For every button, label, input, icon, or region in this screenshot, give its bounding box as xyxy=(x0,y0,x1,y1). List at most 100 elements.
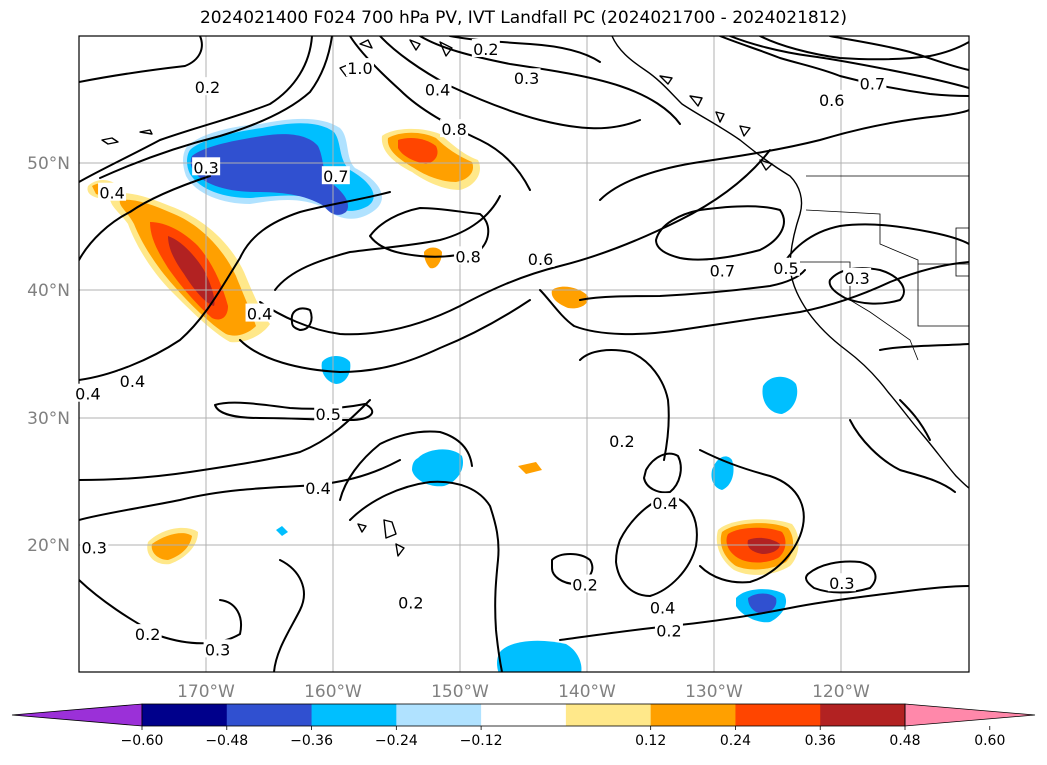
contour-label-bg xyxy=(396,592,425,611)
negative-spot-3 xyxy=(497,640,582,672)
contour-label-bg xyxy=(321,166,350,185)
contour-line xyxy=(759,36,969,61)
contour-line xyxy=(349,480,503,672)
positive-spot-1 xyxy=(424,247,442,269)
positive-spot-4-mid xyxy=(151,533,192,560)
negative-spot-7 xyxy=(276,526,288,536)
contour-label-bg xyxy=(708,260,737,279)
contour-line xyxy=(655,205,785,261)
contour-line xyxy=(729,36,969,89)
contour-line xyxy=(805,560,877,594)
contour-line xyxy=(829,36,969,71)
contour-line xyxy=(99,36,333,179)
contour-label: 0.2 xyxy=(195,78,220,97)
contour-label: 0.4 xyxy=(247,305,272,324)
contour-label: 0.4 xyxy=(120,372,145,391)
contour-line xyxy=(339,430,473,501)
contour-label-bg xyxy=(440,119,469,138)
contour-label: 0.5 xyxy=(315,405,340,424)
colorbar-tick-label: −0.12 xyxy=(460,733,503,749)
contour-label: 0.6 xyxy=(819,91,844,110)
contour-label-bg xyxy=(203,639,232,658)
colorbar-segment xyxy=(820,704,906,726)
negative-spot-6-core xyxy=(748,593,777,614)
contour-line xyxy=(79,175,211,261)
colorbar-segment xyxy=(650,704,736,726)
contour-label-bg xyxy=(571,574,600,593)
contour-label: 0.6 xyxy=(528,250,553,269)
map-frame xyxy=(78,35,970,673)
contour-label: 0.7 xyxy=(860,74,885,93)
contour-line xyxy=(79,399,371,481)
contour-label: 0.4 xyxy=(305,479,330,498)
contour-label: 0.8 xyxy=(455,247,480,266)
longitude-ticks: 170°W 160°W 150°W 140°W 130°W 120°W xyxy=(177,682,870,702)
contour-line xyxy=(419,36,681,125)
contour-label-bg xyxy=(771,257,800,276)
map-plot-area xyxy=(79,36,969,672)
contour-line xyxy=(849,419,956,493)
contour-label: 0.5 xyxy=(773,259,798,278)
contour-line xyxy=(239,299,531,373)
lat-tick-label: 30°N xyxy=(27,409,70,429)
contour-label-bg xyxy=(304,477,333,496)
colorbar-segment xyxy=(311,704,397,726)
contour-labels: 0.2 0.2 0.3 0.4 1.0 0.8 0.7 0.3 0.4 0.8 0.6 0.7 0.6 0… xyxy=(73,38,887,659)
colorbar-segment xyxy=(142,704,228,726)
contour-label-bg xyxy=(526,248,555,267)
negative-spot-2 xyxy=(412,449,464,487)
contour-line xyxy=(79,459,401,521)
contour-label-bg xyxy=(843,267,872,286)
contour-line xyxy=(79,36,203,83)
contour-label-bg xyxy=(133,624,162,643)
colorbar-tick-label: −0.24 xyxy=(375,733,418,749)
colorbar-tick-label: −0.36 xyxy=(290,733,333,749)
colorbar-tick-label: 0.48 xyxy=(889,733,920,749)
colorbar-frame xyxy=(141,703,906,727)
contour-line xyxy=(259,149,771,336)
contour-label-bg xyxy=(512,68,541,87)
contour-label-bg xyxy=(648,597,677,616)
contour-line xyxy=(699,449,805,584)
contour-label: 0.2 xyxy=(572,576,597,595)
contour-label-bg xyxy=(858,73,887,92)
contour-line xyxy=(579,349,670,461)
colorbar-segment xyxy=(735,704,821,726)
contour-label: 0.4 xyxy=(75,385,100,404)
contour-label-bg xyxy=(314,404,343,423)
contour-line xyxy=(214,401,374,421)
contour-label: 0.3 xyxy=(205,640,230,659)
contour-line xyxy=(599,109,969,201)
contour-label-bg xyxy=(345,58,374,77)
contour-line xyxy=(579,269,806,301)
contour-label-bg xyxy=(651,493,680,512)
colorbar-extend-max xyxy=(904,703,1036,727)
contour-label-bg xyxy=(423,79,452,98)
contour-label: 0.7 xyxy=(323,167,348,186)
contour-label: 0.3 xyxy=(514,69,539,88)
contour-label-bg xyxy=(73,383,102,402)
contour-label: 0.3 xyxy=(193,158,218,177)
colorbar-tick-label: 0.24 xyxy=(720,733,751,749)
state-borders xyxy=(800,175,969,361)
contour-label-bg xyxy=(192,157,221,176)
contour-label: 0.4 xyxy=(652,494,677,513)
contour-label: 0.4 xyxy=(99,184,124,203)
contour-line xyxy=(879,343,969,351)
contour-label-bg xyxy=(80,537,109,556)
lon-tick-label: 130°W xyxy=(685,682,743,702)
contour-line xyxy=(899,399,931,441)
contour-label: 0.8 xyxy=(441,120,466,139)
contour-label-bg xyxy=(118,370,147,389)
colorbar-segment xyxy=(481,704,567,726)
contour-label: 0.2 xyxy=(473,40,498,59)
contour-label-bg xyxy=(827,573,856,592)
lon-tick-label: 140°W xyxy=(558,682,616,702)
contour-label-bg xyxy=(471,38,500,57)
colorbar-tick-label: 0.36 xyxy=(805,733,836,749)
colorbar-segment xyxy=(226,704,313,726)
contour-line xyxy=(273,559,305,672)
contour-label-bg xyxy=(245,303,274,322)
colorbar-tick-label: −0.48 xyxy=(205,733,248,749)
lon-tick-label: 160°W xyxy=(304,682,362,702)
